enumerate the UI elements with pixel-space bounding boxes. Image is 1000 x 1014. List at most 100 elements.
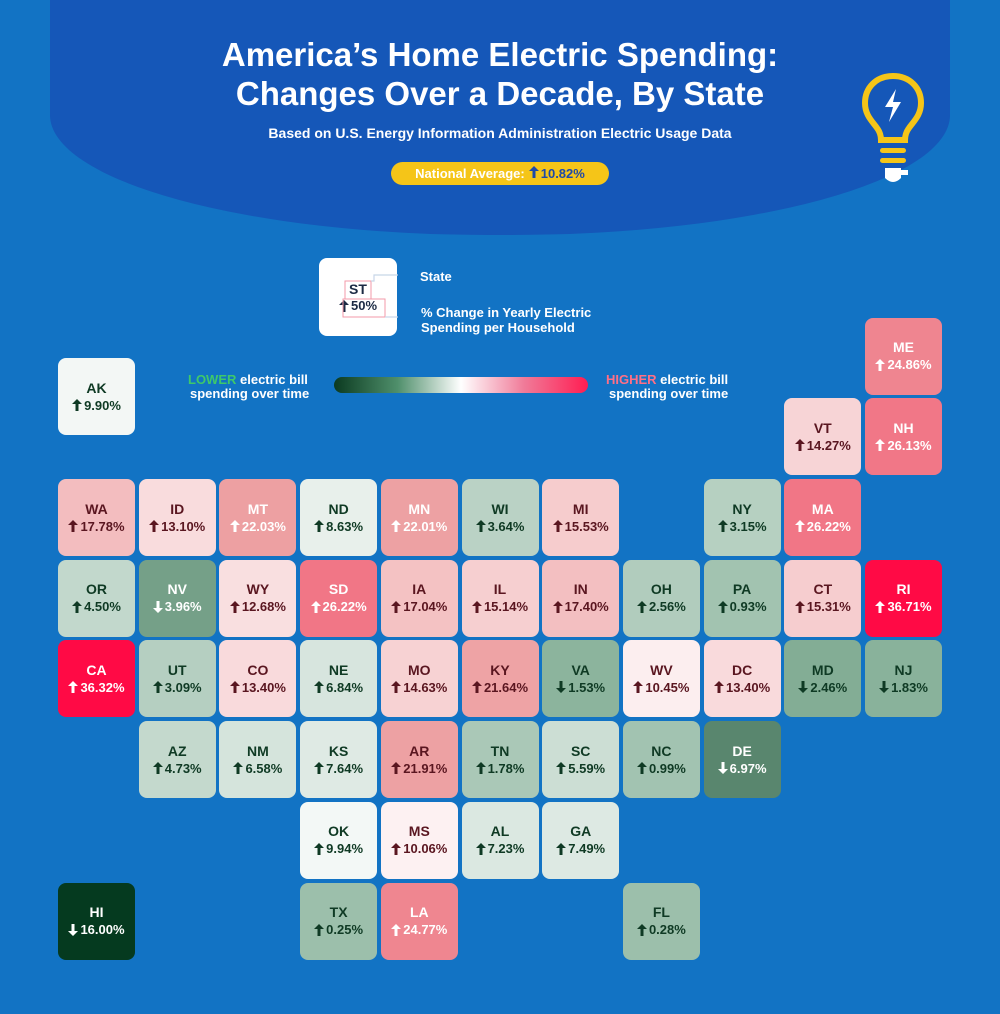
state-abbr: CA (86, 661, 107, 678)
legend-lower-line2: spending over time (190, 386, 310, 401)
state-pct-change: 13.10% (149, 518, 205, 535)
arrow-up-icon (717, 600, 728, 613)
state-abbr: WY (246, 581, 270, 598)
state-pct-change: 6.97% (717, 760, 767, 777)
arrow-down-icon (556, 681, 567, 694)
state-pct-value: 0.25% (326, 922, 364, 938)
state-tile-va: VA 1.53% (542, 640, 620, 718)
state-abbr: IA (412, 581, 427, 598)
legend-pct-label-line1: % Change in Yearly Electric (421, 305, 592, 320)
state-pct-change: 3.96% (152, 598, 202, 615)
state-pct-value: 22.03% (241, 518, 286, 534)
arrow-up-icon (552, 600, 563, 613)
state-pct-change: 1.78% (475, 760, 524, 777)
state-tile-nh: NH 26.13% (865, 398, 942, 476)
state-pct-change: 14.63% (391, 679, 447, 696)
state-tile-mn: MN 22.01% (380, 479, 458, 557)
arrow-up-icon (338, 299, 349, 312)
state-tile-al: AL 7.23% (461, 801, 539, 879)
state-abbr: NY (732, 500, 752, 517)
state-abbr: MI (572, 500, 589, 517)
state-tile-il: IL 15.14% (461, 559, 539, 637)
arrow-down-icon (152, 600, 163, 613)
state-abbr: VA (571, 661, 590, 678)
state-tile-wv: WV 10.45% (622, 640, 700, 718)
page-title-line1: America’s Home Electric Spending: (221, 36, 779, 73)
arrow-up-icon (233, 762, 244, 775)
state-pct-value: 3.96% (164, 599, 202, 615)
state-pct-value: 17.40% (564, 599, 609, 615)
state-pct-value: 15.53% (564, 518, 609, 534)
state-pct-change: 2.46% (798, 679, 847, 696)
state-pct-change: 13.40% (714, 679, 770, 696)
state-tile-ca: CA 36.32% (58, 640, 135, 718)
state-pct-change: 15.53% (552, 518, 609, 535)
state-pct-change: 6.84% (314, 679, 363, 696)
state-pct-change: 8.63% (314, 518, 363, 535)
state-pct-change: 6.58% (233, 760, 282, 777)
arrow-down-icon (717, 762, 728, 775)
state-tile-de: DE 6.97% (703, 721, 781, 799)
state-pct-value: 21.91% (403, 760, 448, 776)
state-pct-change: 17.04% (391, 598, 447, 615)
arrow-up-icon (556, 762, 567, 775)
state-tile-nj: NJ 1.83% (865, 640, 942, 718)
state-pct-value: 36.71% (887, 599, 932, 615)
state-pct-change: 9.90% (72, 397, 121, 414)
state-pct-change: 0.93% (717, 598, 767, 615)
state-tile-ut: UT 3.09% (138, 640, 216, 718)
state-pct-value: 3.64% (487, 518, 525, 534)
legend-key-tile (319, 258, 397, 336)
state-tile-tx: TX 0.25% (300, 882, 378, 960)
state-abbr: AL (490, 823, 510, 840)
state-pct-change: 4.73% (152, 760, 202, 777)
state-tile-vt: VT 14.27% (784, 398, 862, 476)
state-tile-ma: MA 26.22% (784, 479, 862, 557)
legend-connector-lines (342, 274, 398, 318)
state-pct-value: 4.50% (84, 599, 121, 615)
state-pct-change: 22.03% (229, 518, 286, 535)
arrow-up-icon (794, 600, 805, 613)
state-tile-nv: NV 3.96% (138, 559, 216, 637)
state-pct-value: 10.45% (645, 679, 690, 695)
state-pct-change: 0.25% (314, 921, 363, 938)
legend-higher-line1: HIGHER electric bill (606, 372, 729, 387)
state-abbr: NJ (894, 661, 913, 678)
state-pct-change: 15.14% (471, 598, 528, 615)
arrow-up-icon (314, 923, 325, 936)
arrow-up-icon (391, 681, 402, 694)
state-abbr: OR (86, 581, 107, 598)
arrow-up-icon (475, 520, 486, 533)
state-pct-value: 7.23% (487, 841, 525, 857)
state-tile-ga: GA 7.49% (542, 801, 620, 879)
arrow-up-icon (314, 520, 325, 533)
state-abbr: MN (408, 500, 431, 517)
state-pct-value: 14.63% (403, 679, 448, 695)
state-tile-ia: IA 17.04% (380, 559, 458, 637)
state-tile-ky: KY 21.64% (461, 640, 539, 718)
state-abbr: MD (811, 661, 834, 678)
legend-lower-line1: LOWER electric bill (188, 372, 308, 387)
arrow-up-icon (391, 600, 402, 613)
arrow-up-icon (875, 600, 886, 613)
state-tile-wy: WY 12.68% (219, 559, 297, 637)
state-pct-change: 21.91% (391, 760, 447, 777)
state-pct-change: 3.64% (475, 518, 525, 535)
state-abbr: GA (570, 823, 592, 840)
state-abbr: ND (328, 500, 349, 517)
legend-state-label: State (420, 269, 452, 284)
state-tile-id: ID 13.10% (138, 479, 216, 557)
arrow-up-icon (471, 600, 482, 613)
state-tile-co: CO 13.40% (219, 640, 297, 718)
state-pct-change: 9.94% (314, 840, 363, 857)
state-abbr: AZ (167, 742, 187, 759)
arrow-up-icon (68, 520, 79, 533)
state-abbr: TN (490, 742, 510, 759)
state-abbr: MT (247, 500, 268, 517)
state-abbr: NM (247, 742, 269, 759)
state-pct-value: 13.10% (161, 518, 206, 534)
state-tile-mt: MT 22.03% (219, 479, 297, 557)
state-abbr: NC (651, 742, 672, 759)
state-tile-wa: WA 17.78% (58, 479, 135, 557)
arrow-down-icon (68, 923, 79, 936)
